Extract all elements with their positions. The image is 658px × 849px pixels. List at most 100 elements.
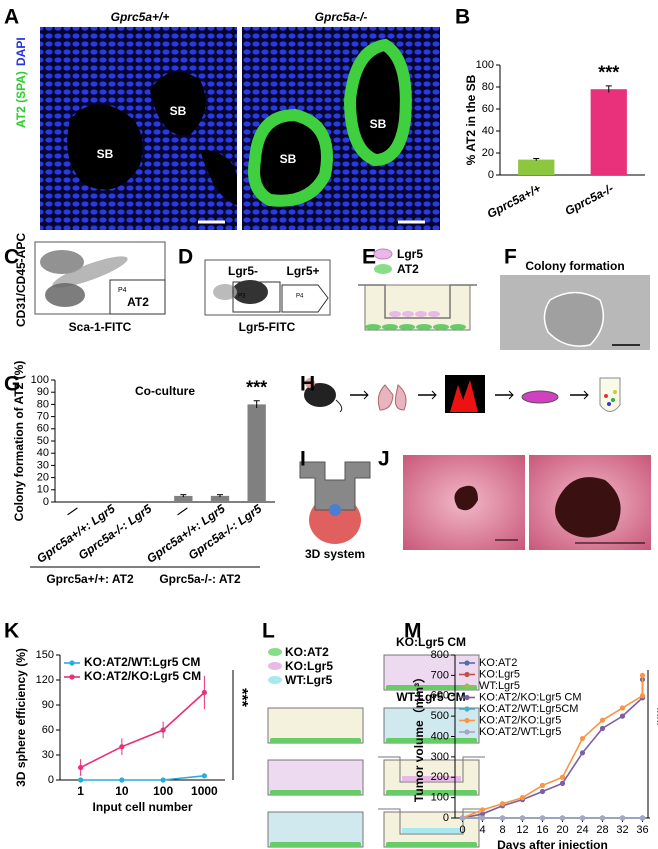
x-tick-label: 4 xyxy=(479,824,485,836)
y-tick-label: 0 xyxy=(43,496,49,508)
y-tick-label: 800 xyxy=(431,649,449,661)
data-point xyxy=(599,725,606,731)
significance: *** xyxy=(648,707,658,726)
x-tick-label: 16 xyxy=(536,824,548,836)
y-axis-label: Tumor volume（mm³） xyxy=(411,671,426,802)
bar xyxy=(247,404,266,502)
genotype-label: Gprc5a+/+ xyxy=(111,10,170,24)
y-tick-label: 0 xyxy=(488,169,494,181)
y-tick-label: 90 xyxy=(37,386,49,398)
micrograph-wt xyxy=(40,27,237,230)
micrograph-ko xyxy=(242,27,440,230)
data-point xyxy=(639,672,646,678)
data-point xyxy=(559,774,566,780)
gate-label: AT2 xyxy=(127,295,149,309)
region-label: SB xyxy=(370,117,387,131)
region-label: SB xyxy=(97,147,114,161)
genotype-label: Gprc5a-/- xyxy=(315,10,368,24)
legend-label: KO:AT2 xyxy=(285,645,329,659)
x-tick-label: 28 xyxy=(596,824,608,836)
y-tick-label: 700 xyxy=(431,669,449,681)
y-tick-label: 100 xyxy=(476,59,494,71)
legend-label: KO:Lgr5 xyxy=(285,659,333,673)
chart-title: Co-culture xyxy=(135,384,195,398)
well-diagrams xyxy=(267,648,485,848)
flow-plot xyxy=(204,259,331,316)
data-point xyxy=(160,777,166,783)
y-axis-label: Colony formation of AT2 (%) xyxy=(12,361,26,522)
y-tick-label: 400 xyxy=(431,730,449,742)
y-tick-label: 10 xyxy=(37,484,49,496)
data-point xyxy=(599,717,606,723)
panel-letter: L xyxy=(262,620,275,643)
legend-label: KO:AT2 xyxy=(479,657,517,669)
y-tick-label: 60 xyxy=(42,724,54,736)
panel-letter: B xyxy=(455,6,470,29)
legend-label: KO:AT2/KO:Lgr5 CM xyxy=(479,691,582,703)
y-tick-label: 20 xyxy=(482,147,494,159)
panel-letter: K xyxy=(4,620,19,643)
significance: *** xyxy=(598,63,619,83)
y-tick-label: 50 xyxy=(37,435,49,447)
data-point xyxy=(201,689,207,696)
data-point xyxy=(639,815,646,821)
legend-label: AT2 xyxy=(397,262,419,276)
significance: *** xyxy=(233,688,250,707)
axis-label: CD31/CD45-APC xyxy=(14,233,28,327)
panel-label: 3D system xyxy=(305,547,365,561)
axis-label: Sca-1-FITC xyxy=(69,320,132,334)
y-tick-label: 60 xyxy=(482,103,494,115)
well-label: WT:Lgr5 CM xyxy=(396,690,465,704)
panel-letter: F xyxy=(504,246,517,269)
data-point xyxy=(639,693,646,699)
significance: *** xyxy=(246,377,267,397)
legend-label: KO:AT2/WT:Lgr5 CM xyxy=(84,655,200,669)
data-point xyxy=(599,815,606,821)
y-tick-label: 500 xyxy=(431,710,449,722)
y-tick-label: 150 xyxy=(36,649,54,661)
data-point xyxy=(479,807,486,813)
panel-letter: G xyxy=(4,373,20,396)
stain-label: DAPI xyxy=(14,37,28,66)
bar xyxy=(174,495,193,502)
y-tick-label: 30 xyxy=(42,749,54,761)
legend-label: WT:Lgr5 xyxy=(479,680,520,692)
panel-letter: I xyxy=(300,448,306,471)
axis-label: Lgr5-FITC xyxy=(239,320,296,334)
y-tick-label: 70 xyxy=(37,411,49,423)
x-tick-label: 100 xyxy=(153,784,173,798)
data-point xyxy=(119,744,125,750)
region-label: SB xyxy=(280,152,297,166)
x-tick-label: 32 xyxy=(616,824,628,836)
group-label: Gprc5a+/+: AT2 xyxy=(46,572,134,586)
data-point xyxy=(579,750,586,756)
panel-title: Colony formation xyxy=(525,259,624,273)
x-tick-label: Gprc5a-/- xyxy=(563,181,616,218)
legend-marker xyxy=(464,683,470,689)
gate-label: Lgr5+ xyxy=(286,264,319,278)
flow-plot xyxy=(34,241,166,315)
data-point xyxy=(539,815,546,821)
y-tick-label: 20 xyxy=(37,472,49,484)
legend-marker xyxy=(69,660,75,666)
data-point xyxy=(119,777,125,783)
y-tick-label: 100 xyxy=(431,792,449,804)
data-point xyxy=(160,727,166,733)
panel-letter: A xyxy=(4,6,19,29)
data-point xyxy=(619,705,626,711)
y-tick-label: 90 xyxy=(42,699,54,711)
bar xyxy=(590,89,627,175)
x-tick-label: 0 xyxy=(459,824,465,836)
data-point xyxy=(479,811,486,817)
y-tick-label: 0 xyxy=(48,774,54,786)
region-label: SB xyxy=(170,104,187,118)
legend-label: Lgr5 xyxy=(397,247,423,261)
gate-label: Lgr5- xyxy=(228,264,258,278)
panel-letter: M xyxy=(404,620,422,643)
data-point xyxy=(519,795,526,801)
panel-letter: E xyxy=(362,246,376,269)
x-tick-label: 20 xyxy=(556,824,568,836)
data-point xyxy=(559,780,566,786)
legend-label: KO:AT2/KO:Lgr5 CM xyxy=(84,669,201,683)
